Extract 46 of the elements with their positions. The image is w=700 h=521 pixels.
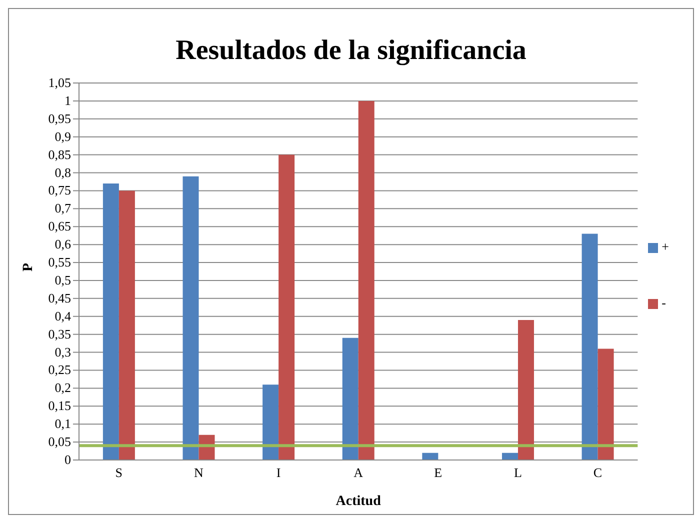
y-tick-label: 0,8 [54,164,71,180]
bar [358,100,374,460]
x-tick-label: S [115,465,123,480]
y-tick-label: 0,6 [54,236,72,252]
x-tick-label: L [514,465,522,480]
y-tick-label: 1 [64,92,71,108]
y-tick-label: 1,05 [48,75,71,90]
bar [182,176,199,460]
x-axis-title: Actitud [336,494,382,509]
x-tick-label: I [276,465,281,480]
y-tick-label: 0,9 [54,128,71,144]
y-tick-label: 0,95 [48,110,71,126]
bar [582,234,598,460]
y-tick-label: 0,7 [54,200,72,216]
y-tick-label: 0,55 [48,254,71,270]
x-tick-label: N [194,465,204,480]
y-tick-label: 0,35 [48,326,71,342]
y-tick-label: 0,85 [48,146,71,162]
y-tick-label: 0,05 [48,434,71,450]
bar [278,154,295,460]
y-tick-label: 0,65 [48,218,71,234]
x-tick-label: E [434,465,442,480]
y-tick-label: 0,3 [54,344,71,360]
bar [102,184,119,460]
bar [518,320,534,460]
bar [118,190,135,460]
y-tick-label: 0,1 [54,416,71,432]
bar [342,338,358,460]
y-tick-label: 0 [64,452,71,467]
legend-label: - [662,295,666,311]
y-tick-label: 0,45 [48,290,71,306]
y-axis-title: P [20,262,36,272]
y-tick-label: 0,75 [48,182,71,198]
x-tick-label: A [354,465,364,480]
y-tick-label: 0,25 [48,362,71,378]
y-tick-label: 0,4 [54,308,72,324]
y-tick-label: 0,2 [54,380,71,396]
bar [598,348,614,460]
y-tick-label: 0,5 [54,272,71,288]
chart-title: Resultados de la significancia [174,35,528,68]
bar [262,384,279,460]
bar [502,452,518,460]
x-tick-label: C [593,465,602,480]
bar [422,452,438,460]
y-tick-label: 0,15 [48,398,71,414]
legend-label: + [662,239,669,255]
